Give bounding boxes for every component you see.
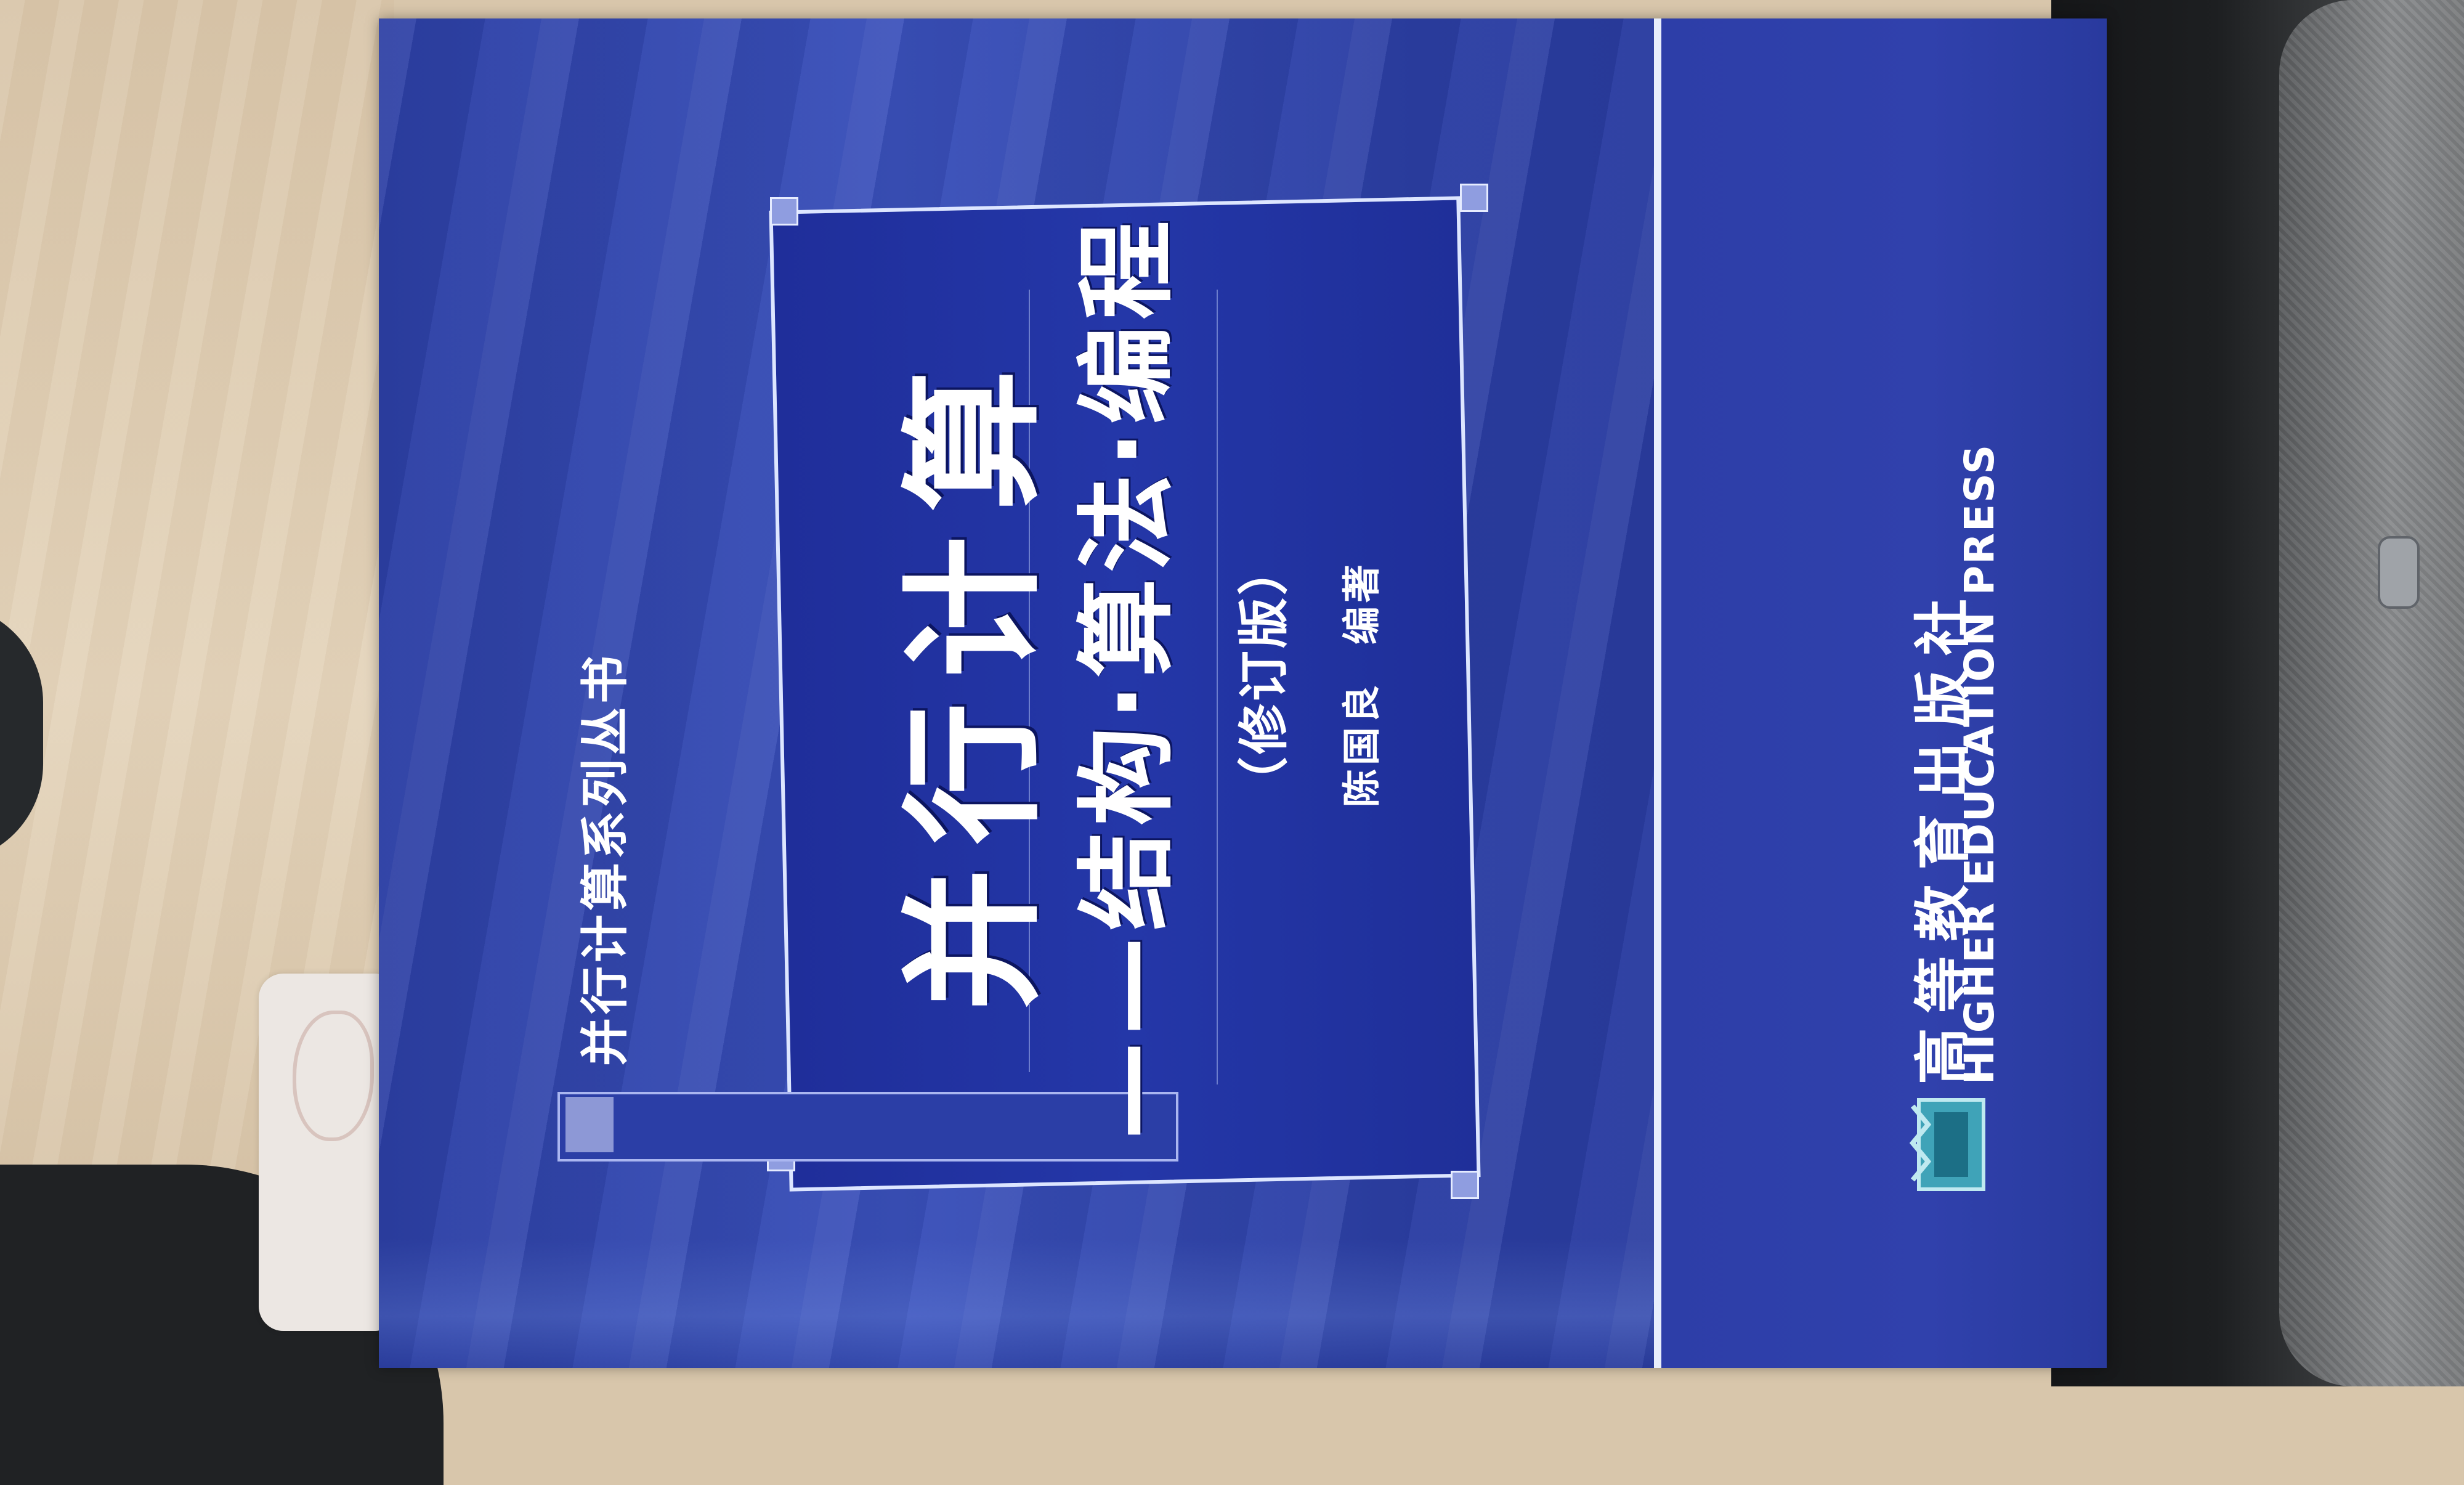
cover-bottom-edge <box>379 1239 1654 1368</box>
guide-line <box>1217 290 1218 1084</box>
edition-label: （修订版） <box>1235 542 1294 807</box>
book-title: 并行计算 <box>893 345 1057 1011</box>
press-logo-icon <box>1909 1098 1985 1191</box>
cover-right-panel <box>1661 18 2107 1368</box>
frame-corner-handle <box>1460 184 1488 212</box>
gray-fabric <box>2279 0 2464 1386</box>
guide-line <box>1029 290 1030 1072</box>
author-name: 陈国良 <box>1339 681 1384 807</box>
author-role: 编著 <box>1339 560 1384 645</box>
series-title: 并行计算系列丛书 <box>578 651 633 1066</box>
cover-divider-line <box>1654 18 1661 1368</box>
series-marker <box>565 1097 614 1152</box>
publisher-english: HIGHER EDUCATION PRESS <box>1956 443 2003 1084</box>
frame-corner-handle <box>770 197 798 226</box>
author-line: 陈国良编著 <box>1331 561 1386 807</box>
frame-corner-handle <box>1451 1171 1479 1199</box>
zipper-pull <box>2378 536 2420 609</box>
book-subtitle: ——结构·算法·编程 <box>1069 214 1185 1140</box>
sticker-doodle <box>293 1011 374 1141</box>
